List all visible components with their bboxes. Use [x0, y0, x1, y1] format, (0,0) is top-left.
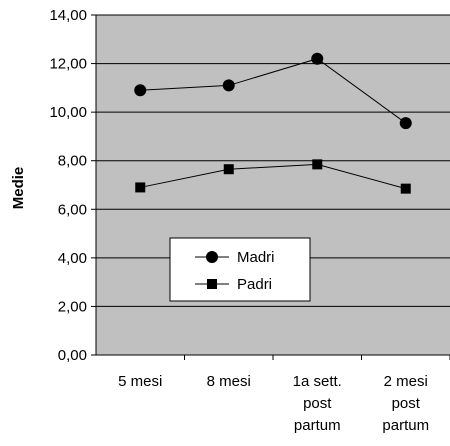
x-tick-label-line: post	[392, 395, 421, 412]
series-line-padri	[140, 163, 406, 190]
y-tick-label-6: 12,00	[49, 56, 87, 73]
gridlines	[96, 14, 450, 307]
plot-area	[96, 15, 450, 355]
x-tick-label-line: 1a sett.	[293, 373, 342, 390]
y-tick-label-7: 14,00	[49, 7, 87, 24]
x-tick-label-3: 2 mesi post partum	[382, 373, 429, 434]
y-axis-title: Medie	[10, 167, 27, 210]
legend-label-madri: Madri	[237, 249, 275, 266]
point-madri-3	[399, 117, 412, 130]
point-padri-1	[223, 164, 234, 175]
point-madri-1	[222, 79, 235, 92]
series-group	[134, 52, 412, 194]
legend: Madri Padri	[169, 237, 311, 302]
point-padri-2	[312, 159, 323, 170]
y-tick-label-5: 10,00	[49, 104, 87, 121]
y-tick-labels: 0,00 2,00 4,00 6,00 8,00 10,00 12,00 14,00	[49, 7, 87, 364]
x-tick-label-line: partum	[382, 417, 429, 434]
x-tick-label-line: partum	[294, 417, 341, 434]
y-tick-label-4: 8,00	[58, 153, 87, 170]
legend-box	[169, 237, 311, 302]
point-madri-0	[134, 84, 147, 97]
x-tick-label-1: 8 mesi	[207, 373, 251, 390]
x-tick-label-line: post	[303, 395, 332, 412]
series-line-madri	[140, 58, 407, 124]
y-tick-label-3: 6,00	[58, 201, 87, 218]
x-tick-labels: 5 mesi 8 mesi 1a sett. post partum 2 mesi post…	[118, 373, 429, 434]
y-tick-label-1: 2,00	[58, 298, 87, 315]
x-tick-label-0: 5 mesi	[118, 373, 162, 390]
point-madri-2	[311, 52, 324, 65]
x-tick-label-line: 2 mesi	[384, 373, 428, 390]
x-tick-label-line: 8 mesi	[207, 373, 251, 390]
point-padri-0	[135, 182, 146, 193]
point-padri-3	[400, 183, 411, 194]
legend-marker-madri	[206, 251, 218, 263]
y-tick-label-2: 4,00	[58, 250, 87, 267]
legend-label-padri: Padri	[237, 276, 272, 293]
x-tick-label-2: 1a sett. post partum	[293, 373, 342, 434]
axes	[91, 14, 450, 360]
y-tick-label-0: 0,00	[58, 347, 87, 364]
legend-marker-padri	[207, 279, 217, 289]
x-tick-label-line: 5 mesi	[118, 373, 162, 390]
